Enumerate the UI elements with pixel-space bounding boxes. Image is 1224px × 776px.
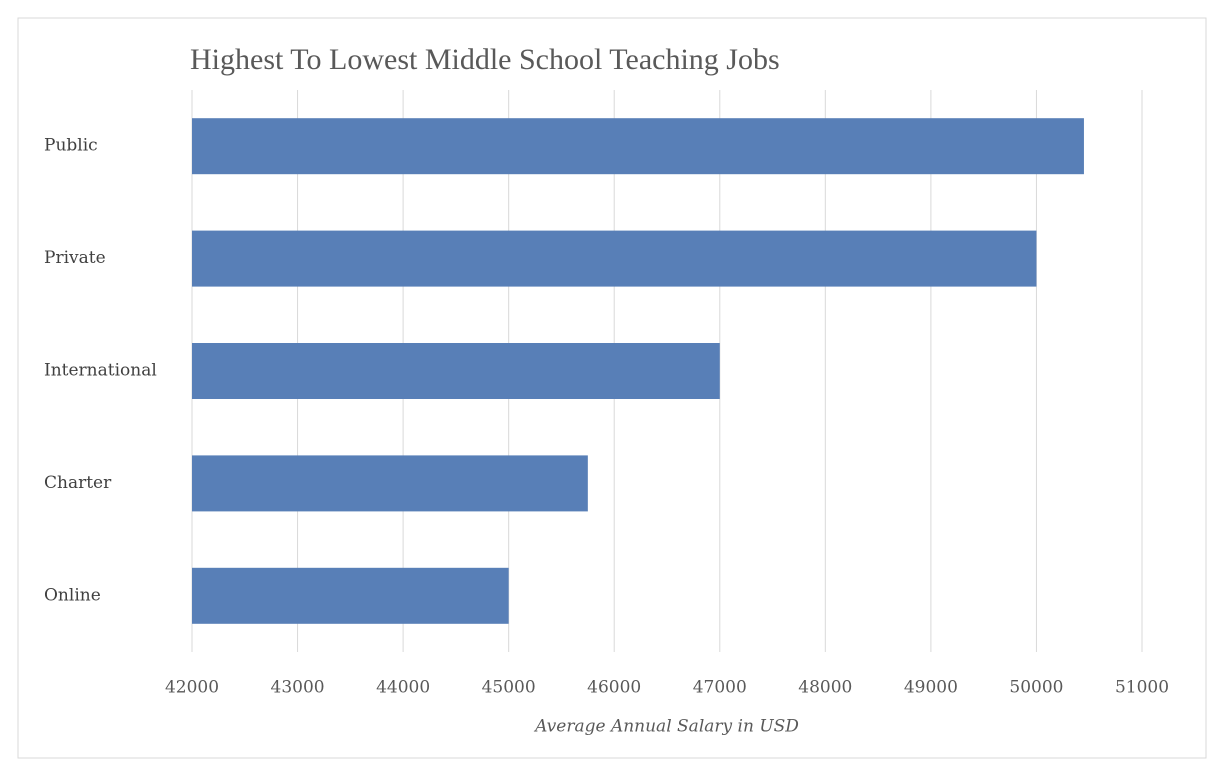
bar (192, 455, 588, 512)
x-tick-label: 46000 (587, 678, 641, 698)
x-tick-label: 42000 (165, 678, 219, 698)
x-tick-label: 43000 (271, 678, 325, 698)
chart-title: Highest To Lowest Middle School Teaching… (190, 43, 780, 76)
x-tick-label: 45000 (482, 678, 536, 698)
x-axis-title: Average Annual Salary in USD (533, 717, 799, 737)
y-tick-label: Charter (44, 473, 112, 493)
y-tick-label: International (44, 361, 157, 381)
x-tick-label: 51000 (1115, 678, 1169, 698)
x-tick-label: 49000 (904, 678, 958, 698)
bar (192, 118, 1084, 175)
y-tick-label: Online (44, 585, 101, 605)
x-tick-label: 48000 (798, 678, 852, 698)
x-tick-label: 50000 (1009, 678, 1063, 698)
bar (192, 230, 1037, 287)
bar (192, 343, 720, 399)
y-tick-label: Public (44, 136, 98, 156)
x-tick-label: 47000 (693, 678, 747, 698)
bar (192, 567, 509, 624)
x-tick-label: 44000 (376, 678, 430, 698)
y-tick-label: Private (44, 248, 106, 268)
